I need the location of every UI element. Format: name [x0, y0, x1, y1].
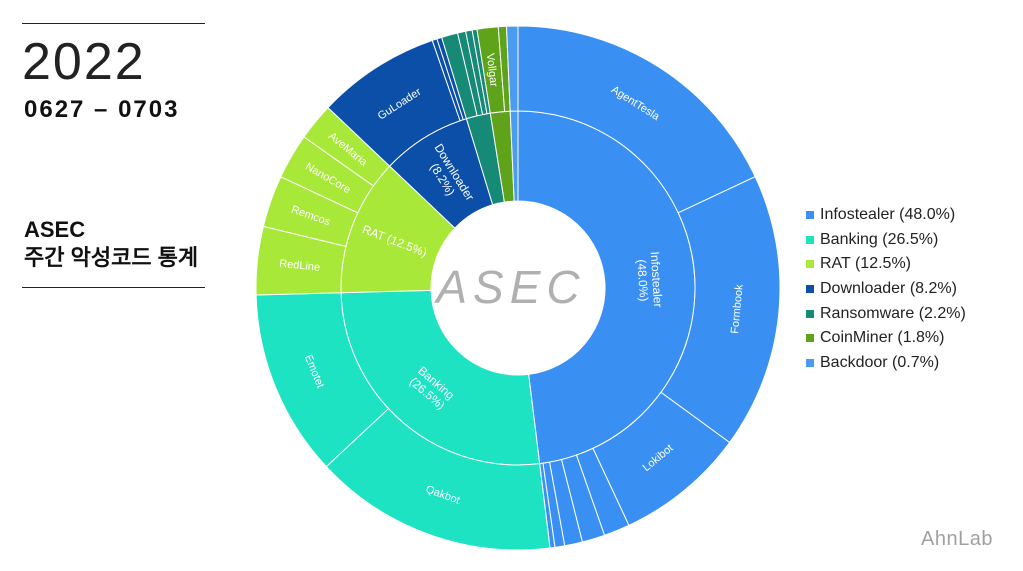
outer-ring: [255, 25, 781, 551]
legend-label: Ransomware (2.2%): [820, 304, 966, 322]
legend-item-downloader: Downloader (8.2%): [806, 277, 966, 302]
legend-label: Banking (26.5%): [820, 230, 939, 248]
legend-item-backdoor: Backdoor (0.7%): [806, 351, 966, 376]
legend-swatch: [806, 285, 814, 294]
legend-item-banking: Banking (26.5%): [806, 228, 966, 253]
legend-label: CoinMiner (1.8%): [820, 329, 945, 347]
report-title: ASEC 주간 악성코드 통계: [24, 216, 198, 272]
inner-ring: [340, 110, 696, 466]
legend-item-rat: RAT (12.5%): [806, 252, 966, 277]
legend-item-ransomware: Ransomware (2.2%): [806, 301, 966, 326]
outer-label-formbook: Formbook: [729, 283, 746, 334]
legend-swatch: [806, 235, 814, 244]
bottom-divider: [22, 287, 205, 288]
legend-swatch: [806, 211, 814, 220]
top-divider: [22, 23, 205, 24]
outer-label-vollgar: Vollgar: [484, 53, 500, 88]
inner-label-infostealer: Infostealer(48.0%): [634, 251, 665, 309]
legend-swatch: [806, 334, 814, 343]
legend-label: Backdoor (0.7%): [820, 353, 940, 371]
outer-segment-backdoor-1: [505, 25, 519, 112]
legend-item-coinminer: CoinMiner (1.8%): [806, 326, 966, 351]
report-title-line1: ASEC: [24, 217, 86, 242]
chart-legend: Infostealer (48.0%) Banking (26.5%) RAT (1…: [806, 203, 966, 375]
legend-label: RAT (12.5%): [820, 255, 911, 273]
legend-item-infostealer: Infostealer (48.0%): [806, 203, 966, 228]
legend-swatch: [806, 309, 814, 318]
legend-swatch: [806, 358, 814, 367]
year-label: 2022: [22, 33, 146, 91]
legend-swatch: [806, 260, 814, 269]
center-logo-text: ASEC: [433, 261, 585, 313]
date-range-label: 0627 – 0703: [24, 96, 180, 123]
ahnlab-logo: AhnLab: [921, 528, 993, 550]
legend-label: Infostealer (48.0%): [820, 206, 956, 224]
legend-label: Downloader (8.2%): [820, 280, 957, 298]
outer-label-redline: RedLine: [279, 258, 321, 274]
report-title-line2: 주간 악성코드 통계: [24, 245, 199, 270]
